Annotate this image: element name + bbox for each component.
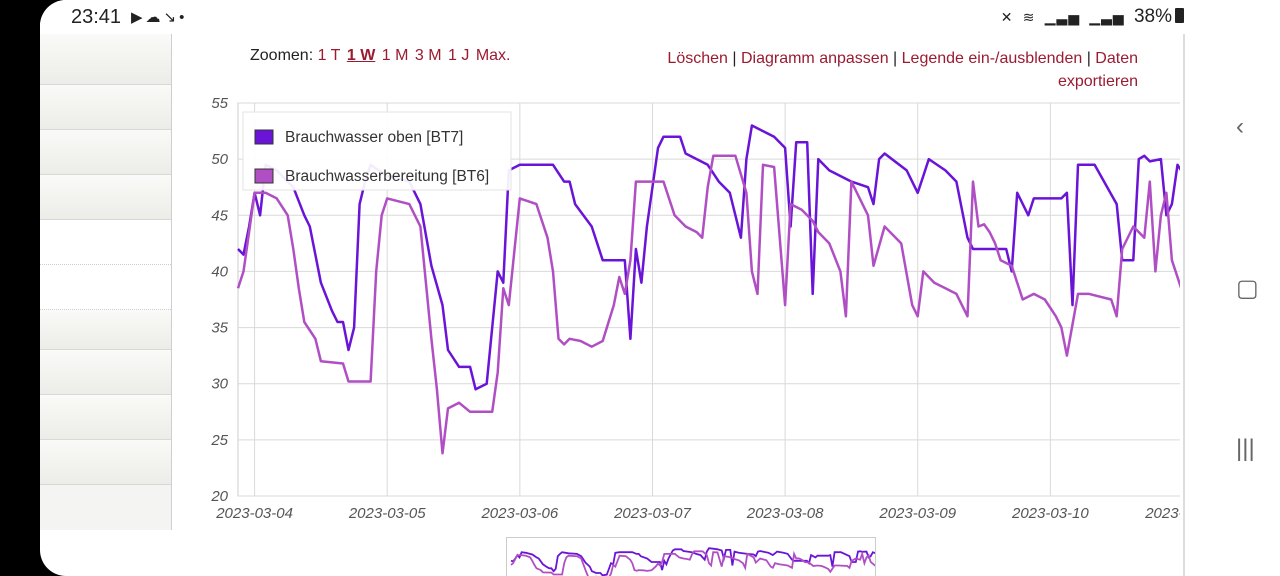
series-line-bt6 [236,154,1180,455]
x-tick-label: 2023-03-07 [613,505,691,522]
line-chart[interactable]: 20 25 30 35 40 45 50 55 2023-03-04 2023-03-05 2023… [190,92,1180,532]
sidebar-row[interactable] [40,175,171,220]
sidebar-row[interactable] [40,395,171,440]
legend-label: Brauchwasserbereitung [BT6] [285,168,489,185]
y-tick-label: 25 [210,432,228,449]
y-tick-label: 20 [210,488,228,505]
home-icon[interactable]: ▢ [1236,275,1259,302]
zoom-bar: Zoomen: 1 T 1 W 1 M 3 M 1 J Max. [250,47,513,65]
system-status: ✕ ≋ ▁▃▅ ▁▃▅ 38% [1001,6,1184,28]
phone-screen: 23:41 ▶☁↘• ✕ ≋ ▁▃▅ ▁▃▅ 38% Zoomen: 1 T 1… [40,0,1214,576]
content-divider [1183,34,1185,576]
x-tick-label: 2023-03-11 [1144,505,1180,522]
sidebar-row[interactable] [40,310,171,350]
navigator-chart [510,547,884,576]
sidebar-row[interactable] [40,350,171,395]
legend-box [242,111,512,191]
y-tick-label: 30 [211,376,228,393]
back-icon[interactable]: ‹ [1236,113,1244,140]
x-tick-label: 2023-03-06 [480,505,558,522]
battery-level: 38% [1133,6,1172,27]
customize-chart-link[interactable]: Diagramm anpassen [740,50,889,67]
zoom-1t[interactable]: 1 T [317,47,341,64]
status-bar: 23:41 ▶☁↘• ✕ ≋ ▁▃▅ ▁▃▅ 38% [40,0,1214,34]
delete-link[interactable]: Löschen [667,50,728,67]
zoom-1m[interactable]: 1 M [381,47,409,64]
notification-icons: ▶☁↘• [131,8,187,26]
legend-label: Brauchwasser oben [BT7] [285,129,463,146]
x-tick-label: 2023-03-09 [878,505,956,522]
navigator-series-line [510,547,884,576]
y-tick-label: 50 [211,151,228,168]
wifi-icon: ≋ [1022,9,1036,25]
toggle-legend-link[interactable]: Legende ein-/ausblenden [901,50,1083,67]
android-nav-bar: ‹ ▢ ||| [1214,0,1280,576]
y-tick-label: 55 [211,95,228,112]
youtube-icon: ▶ [131,9,146,26]
x-tick-label: 2023-03-04 [215,505,293,522]
x-tick-label: 2023-03-10 [1011,505,1089,522]
y-tick-label: 35 [211,320,228,337]
export-data-link[interactable]: Daten exportieren [1057,50,1138,90]
sidebar-row [40,220,171,265]
navigator-overview[interactable] [506,537,884,576]
navigator-series-line [510,550,884,576]
status-time: 23:41 [71,6,122,28]
x-tick-label: 2023-03-05 [348,505,426,522]
legend-swatch [254,168,274,184]
zoom-3m[interactable]: 3 M [414,47,442,64]
x-tick-label: 2023-03-08 [746,505,824,522]
dot-icon: • [179,9,188,26]
battery-icon [1175,8,1184,23]
left-sidebar [40,34,172,530]
cloud-icon: ☁ [145,9,164,26]
sidebar-row[interactable] [40,440,171,485]
signal-2-icon: ▁▃▅ [1089,9,1125,25]
mute-icon: ✕ [1000,9,1014,25]
sidebar-row[interactable] [40,130,171,175]
zoom-label: Zoomen: [250,47,314,64]
sidebar-row[interactable] [40,34,171,85]
zoom-1j[interactable]: 1 J [448,47,470,64]
y-tick-label: 45 [211,207,228,224]
recents-icon[interactable]: ||| [1236,435,1255,462]
legend-swatch [254,129,274,145]
signal-icon: ▁▃▅ [1044,9,1081,25]
y-tick-label: 40 [211,263,228,280]
zoom-1w[interactable]: 1 W [346,47,376,64]
sidebar-row [40,265,171,310]
missed-call-icon: ↘ [163,9,180,26]
zoom-max[interactable]: Max. [475,47,511,64]
chart-actions: Löschen | Diagramm anpassen | Legende ei… [667,50,1138,90]
sidebar-row[interactable] [40,85,171,130]
